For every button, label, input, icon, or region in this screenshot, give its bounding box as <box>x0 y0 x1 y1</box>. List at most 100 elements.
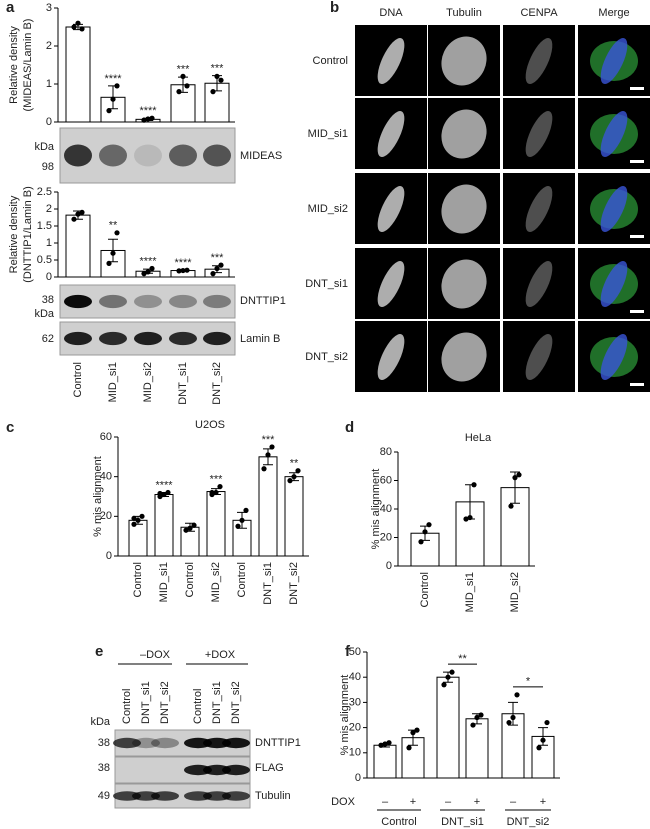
y-tick-label: 0.5 <box>37 254 52 266</box>
y-tick-label: 0 <box>355 772 361 784</box>
scale-bar <box>630 160 644 163</box>
data-point <box>191 522 197 528</box>
bar <box>154 494 174 557</box>
error-bar <box>508 701 518 726</box>
data-point <box>536 745 542 751</box>
y-tick-label: 80 <box>380 446 392 458</box>
signal <box>525 111 553 157</box>
data-point <box>386 740 392 746</box>
data-point <box>218 77 224 83</box>
bar <box>65 26 91 123</box>
data-point <box>213 489 219 496</box>
data-point <box>71 216 77 222</box>
data-point <box>139 513 145 519</box>
data-point <box>141 117 147 123</box>
x-tick-label: – <box>510 796 517 808</box>
column-header: Tubulin <box>446 7 482 19</box>
signal <box>377 261 405 307</box>
significance: *** <box>211 252 225 264</box>
mw-label: kDa <box>34 141 54 153</box>
data-point <box>79 26 85 32</box>
data-point <box>295 468 301 474</box>
data-point <box>180 73 186 79</box>
data-point <box>218 262 224 268</box>
significance: **** <box>139 255 157 267</box>
signal <box>441 36 487 86</box>
signal <box>600 261 628 307</box>
y-tick-label: 0 <box>46 116 52 128</box>
row-label: DNT_si1 <box>305 278 348 290</box>
data-point <box>141 271 147 277</box>
data-point <box>114 230 120 236</box>
signal <box>525 261 553 307</box>
data-point <box>516 472 522 478</box>
data-point <box>506 719 512 726</box>
blot-band <box>151 791 179 801</box>
data-point <box>79 209 85 215</box>
micrograph <box>503 25 575 96</box>
bar <box>128 519 148 557</box>
blot-band <box>169 144 197 167</box>
x-tick-label: – <box>445 796 452 808</box>
mw-label: 38 <box>98 737 110 749</box>
panel-label: f <box>345 643 351 660</box>
x-tick-label: + <box>474 796 480 808</box>
data-point <box>145 116 151 122</box>
micrograph <box>503 173 575 244</box>
data-point <box>131 515 137 521</box>
y-tick-label: 40 <box>100 471 112 483</box>
row-label: DNT_si2 <box>305 351 348 363</box>
data-point <box>161 491 167 498</box>
data-point <box>210 89 216 95</box>
mw-label: 49 <box>98 790 110 802</box>
data-point <box>445 674 451 680</box>
x-tick-label: Control <box>184 562 196 597</box>
data-point <box>410 730 416 736</box>
data-point <box>176 268 182 274</box>
data-point <box>265 452 271 458</box>
data-point <box>378 742 384 748</box>
scale-bar <box>630 310 644 313</box>
data-point <box>149 115 155 121</box>
blot-band <box>64 144 92 167</box>
signal <box>525 334 553 380</box>
scale-bar <box>630 235 644 238</box>
x-tick-label: MID_si1 <box>158 562 170 602</box>
bar <box>100 96 126 123</box>
y-tick-label: 20 <box>380 531 392 543</box>
signal <box>600 38 628 84</box>
y-axis-label: % mis alignment <box>339 675 351 756</box>
y-tick-label: 20 <box>349 722 361 734</box>
column-header: CENPA <box>520 7 558 19</box>
signal <box>525 186 553 232</box>
y-tick-label: 1.5 <box>37 220 52 232</box>
lane-label: Control <box>121 689 133 724</box>
y-tick-label: 0 <box>106 550 112 562</box>
bar <box>258 456 278 557</box>
signal <box>441 332 487 382</box>
blot-band <box>113 737 141 749</box>
micrograph <box>503 321 575 392</box>
dox-group: +DOX <box>205 649 236 661</box>
data-point <box>214 265 220 272</box>
data-point <box>414 727 420 733</box>
mw-label: 38 <box>98 762 110 774</box>
x-tick-label: DNT_si2 <box>288 562 300 605</box>
blot-band <box>169 331 197 346</box>
bar <box>410 532 440 567</box>
y-tick-label: 20 <box>100 510 112 522</box>
lane-label: Control <box>72 362 84 397</box>
blot-band <box>134 294 162 309</box>
significance: **** <box>155 479 173 491</box>
bar <box>465 718 489 779</box>
blot-band <box>169 294 197 309</box>
lane-label: MID_si1 <box>107 362 119 402</box>
signal <box>600 186 628 232</box>
micrograph <box>503 98 575 169</box>
significance: *** <box>262 434 276 446</box>
group-label: Control <box>381 816 416 828</box>
signal <box>441 109 487 159</box>
data-point <box>183 527 189 533</box>
data-point <box>287 478 293 484</box>
